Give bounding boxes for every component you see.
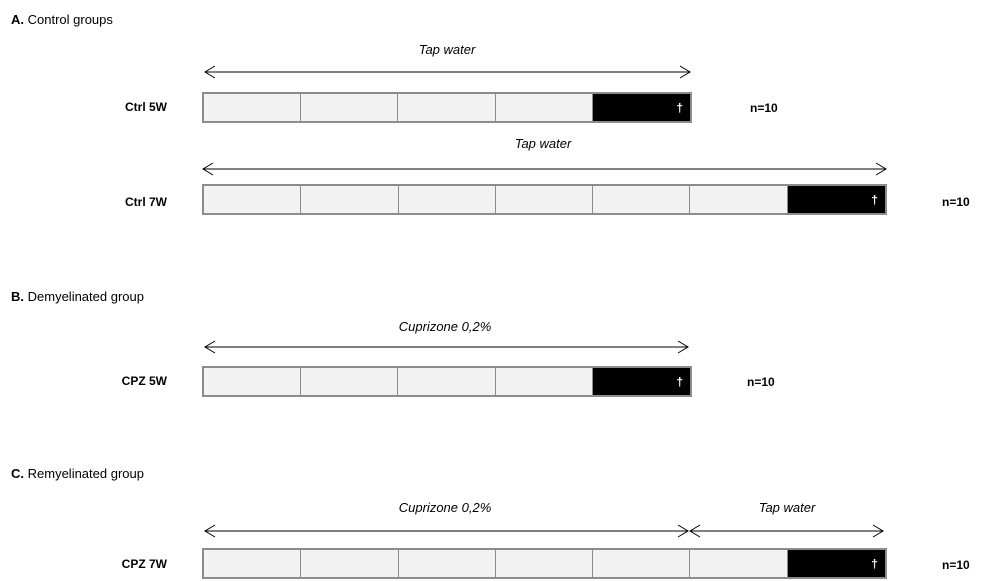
section-a-text: Control groups [27,12,113,27]
n-label-cpz7w: n=10 [942,558,970,572]
week-cell [204,550,302,577]
sacrifice-symbol: † [871,192,878,207]
timeline-cpz7w: † [202,548,887,579]
week-cell [204,186,302,213]
timeline-cpz5w: † [202,366,692,397]
timeline-ctrl7w: † [202,184,887,215]
group-label-cpz7w: CPZ 7W [121,557,167,571]
section-b-title: B. Demyelinated group [11,289,144,304]
section-c-text: Remyelinated group [27,466,144,481]
week-cell [398,186,496,213]
week-cell [204,368,302,395]
label-cpz5w-treatment: Cuprizone 0,2% [398,319,492,334]
timeline-ctrl5w: † [202,92,692,123]
final-week-cell: † [787,186,885,213]
arrow-ctrl7w-tap-water [202,162,887,176]
week-cell [301,368,399,395]
section-b-text: Demyelinated group [27,289,144,304]
arrow-cpz5w-cuprizone [204,340,689,354]
week-cell [398,550,496,577]
arrow-cpz7w-cuprizone [204,524,689,538]
section-c-title: C. Remyelinated group [11,466,144,481]
final-week-cell: † [787,550,885,577]
arrow-ctrl5w-tap-water [204,65,691,79]
sacrifice-symbol: † [676,100,684,115]
week-cell [495,550,594,577]
n-label-ctrl7w: n=10 [942,195,970,209]
week-cell [398,368,496,395]
week-cell [301,94,399,121]
week-cell [690,550,788,577]
arrow-cpz7w-tap-water [689,524,884,538]
group-label-ctrl7w: Ctrl 7W [125,195,167,209]
week-cell [495,368,593,395]
n-label-cpz5w: n=10 [747,375,775,389]
week-cell [204,94,302,121]
section-b-letter: B. [11,289,24,304]
label-ctrl7w-treatment: Tap water [514,136,572,151]
group-label-ctrl5w: Ctrl 5W [125,100,167,114]
section-c-letter: C. [11,466,24,481]
week-cell [398,94,496,121]
n-label-ctrl5w: n=10 [750,101,778,115]
label-cpz7w-treatment-2: Tap water [758,500,816,515]
group-label-cpz5w: CPZ 5W [121,374,167,388]
week-cell [593,550,691,577]
sacrifice-symbol: † [871,556,878,571]
week-cell [593,186,691,213]
label-cpz7w-treatment-1: Cuprizone 0,2% [398,500,492,515]
week-cell [301,186,399,213]
label-ctrl5w-treatment: Tap water [418,42,476,57]
section-a-title: A. Control groups [11,12,113,27]
final-week-cell: † [592,368,691,395]
week-cell [690,186,788,213]
week-cell [301,550,399,577]
section-a-letter: A. [11,12,24,27]
sacrifice-symbol: † [676,374,684,389]
week-cell [495,94,593,121]
final-week-cell: † [592,94,691,121]
week-cell [495,186,594,213]
